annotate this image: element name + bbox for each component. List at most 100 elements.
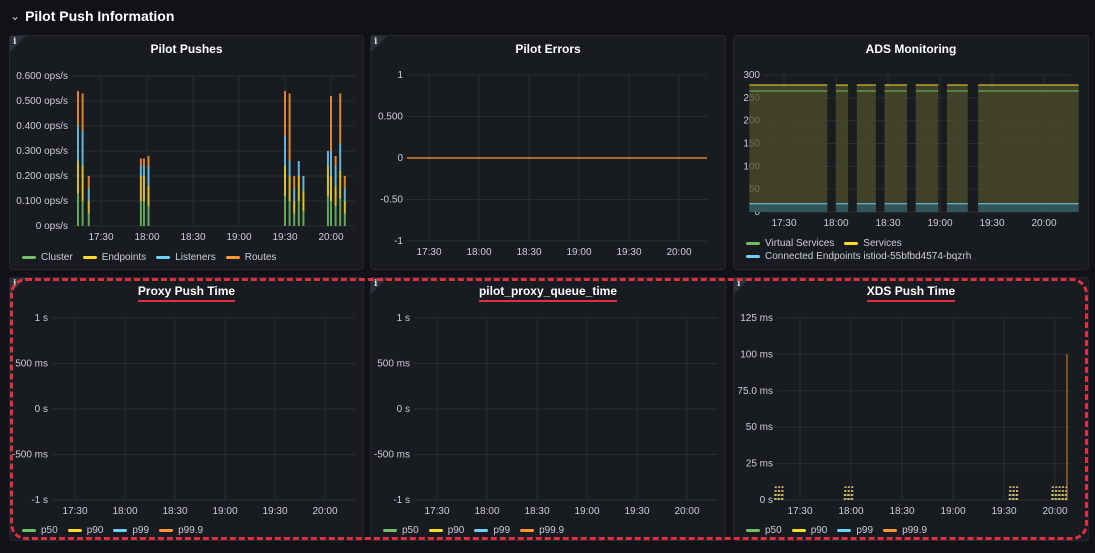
x-tick-label: 19:00 (940, 506, 965, 517)
bar-routes (288, 93, 291, 161)
legend-label: Cluster (41, 252, 73, 263)
bar-endpoints (139, 176, 142, 201)
panel-ads-monitoring[interactable]: ADS Monitoring 30025020015010050017:3018… (733, 35, 1089, 270)
info-icon[interactable]: i (374, 37, 378, 47)
legend-item[interactable]: p50 (383, 525, 419, 536)
chart-ads-monitoring: 30025020015010050017:3018:0018:3019:0019… (743, 70, 1079, 229)
area-services (915, 85, 939, 212)
row-header-pilot-push-information[interactable]: ⌄ Pilot Push Information (0, 0, 1095, 32)
panel-pilot-pushes[interactable]: i Pilot Pushes 0.600 ops/s 0.500 ops/s 0.4… (9, 35, 364, 270)
x-tick-label: 18:30 (180, 232, 205, 243)
panel-title[interactable]: Pilot Pushes (150, 42, 223, 56)
x-tick-label: 19:30 (262, 506, 287, 517)
legend-item[interactable]: Virtual Services (746, 238, 834, 249)
x-tick-label: 20:00 (1031, 218, 1056, 229)
y-tick-label: 0.100 ops/s (16, 196, 68, 207)
legend-item[interactable]: p99.9 (883, 525, 927, 536)
bar-cluster (142, 201, 145, 226)
info-icon[interactable]: i (13, 279, 17, 289)
legend-item[interactable]: Cluster (22, 252, 73, 263)
legend-item[interactable]: p90 (428, 525, 465, 536)
legend-item[interactable]: p50 (22, 525, 58, 536)
area-connected-endpoints (884, 203, 908, 212)
bar-listeners (87, 188, 90, 201)
y-tick-label: 500 ms (15, 359, 48, 370)
bar-routes (343, 176, 346, 189)
legend-item[interactable]: Listeners (156, 252, 216, 263)
x-tick-label: 19:00 (226, 232, 251, 243)
bar-listeners (142, 166, 145, 176)
legend-swatch (791, 529, 806, 532)
y-tick-label: -1 s (31, 495, 48, 506)
bar-cluster (139, 201, 142, 226)
y-tick-label: 0 s (397, 404, 410, 415)
legend-item[interactable]: p99.9 (159, 525, 203, 536)
info-icon[interactable]: i (737, 279, 741, 289)
chevron-down-icon[interactable]: ⌄ (10, 9, 21, 23)
legend-item[interactable]: Services (844, 238, 902, 249)
panel-title[interactable]: pilot_proxy_queue_time (371, 284, 725, 302)
bar-endpoints (302, 191, 305, 211)
bar-endpoints (288, 176, 291, 201)
legend-swatch (844, 242, 859, 245)
y-tick-label: 0 ops/s (36, 221, 68, 232)
panel-corner (10, 36, 26, 52)
panel-pilot-errors[interactable]: i Pilot Errors 1 0.500 0 -0.50 -1 17:30 18:00 1… (370, 35, 726, 270)
legend-item[interactable]: p99 (474, 525, 510, 536)
legend-item[interactable]: Routes (225, 252, 276, 263)
legend-item[interactable]: p50 (746, 525, 782, 536)
panel-corner (10, 278, 26, 294)
bar-routes (87, 176, 90, 189)
panel-xds-push-time[interactable]: i XDS Push Time 125 ms 100 ms 75.0 ms 50 ms… (733, 277, 1089, 541)
row-title: Pilot Push Information (25, 8, 175, 24)
panel-title[interactable]: XDS Push Time (734, 284, 1088, 302)
area-connected-endpoints (836, 203, 849, 212)
panel-title[interactable]: ADS Monitoring (865, 42, 957, 56)
legend-label: Virtual Services (765, 238, 835, 249)
x-tick-label: 17:30 (62, 506, 87, 517)
y-tick-label: 75.0 ms (737, 386, 773, 397)
legend-label: Services (863, 238, 902, 249)
y-tick-label: -1 (394, 236, 403, 247)
chart-xds-push-time: 125 ms 100 ms 75.0 ms 50 ms 25 ms 0 s 17:30 18:… (737, 313, 1070, 517)
legend-item[interactable]: Connected Endpoints istiod-55bfbd4574-bq… (746, 251, 971, 262)
info-icon[interactable]: i (13, 37, 17, 47)
y-tick-label: 0.500 (378, 112, 403, 123)
panel-corner (734, 278, 750, 294)
x-tick-label: 17:30 (424, 506, 449, 517)
legend-swatch (883, 529, 898, 532)
bar-cluster (81, 201, 84, 226)
y-tick-label: 100 ms (740, 349, 773, 360)
legend-swatch (22, 529, 36, 532)
legend-item[interactable]: p99 (837, 525, 873, 536)
legend-swatch (837, 529, 852, 532)
info-icon[interactable]: i (374, 279, 378, 289)
x-tick-label: 20:00 (1042, 506, 1067, 517)
legend-item[interactable]: p90 (67, 525, 103, 536)
area-connected-endpoints (978, 203, 1079, 212)
bar-listeners (334, 166, 337, 186)
panel-title[interactable]: Proxy Push Time (10, 284, 363, 302)
area-connected-endpoints (946, 203, 968, 212)
legend-item[interactable]: p90 (791, 525, 827, 536)
bar-cluster (297, 201, 300, 226)
bar-cluster (77, 193, 79, 226)
bar-cluster (284, 196, 286, 226)
x-tick-label: 20:00 (666, 247, 691, 258)
panel-proxy-push-time[interactable]: i Proxy Push Time 1 s 500 ms 0 s -500 ms -1 … (9, 277, 364, 541)
x-tick-label: 18:00 (838, 506, 863, 517)
legend-swatch (156, 256, 171, 259)
x-tick-label: 18:30 (524, 506, 549, 517)
bar-endpoints (293, 201, 296, 214)
legend-item[interactable]: Endpoints (82, 252, 146, 263)
legend-item[interactable]: p99.9 (520, 525, 564, 536)
legend-label: p90 (447, 525, 465, 536)
bar-endpoints (343, 201, 346, 214)
panel-title[interactable]: Pilot Errors (515, 42, 581, 56)
legend-item[interactable]: p99 (113, 525, 149, 536)
bar-cluster (87, 213, 90, 226)
y-tick-label: -0.50 (380, 195, 403, 206)
x-tick-label: 19:00 (927, 218, 952, 229)
area-services (836, 85, 849, 212)
panel-pilot-proxy-queue-time[interactable]: i pilot_proxy_queue_time 1 s 500 ms 0 s -50… (370, 277, 726, 541)
